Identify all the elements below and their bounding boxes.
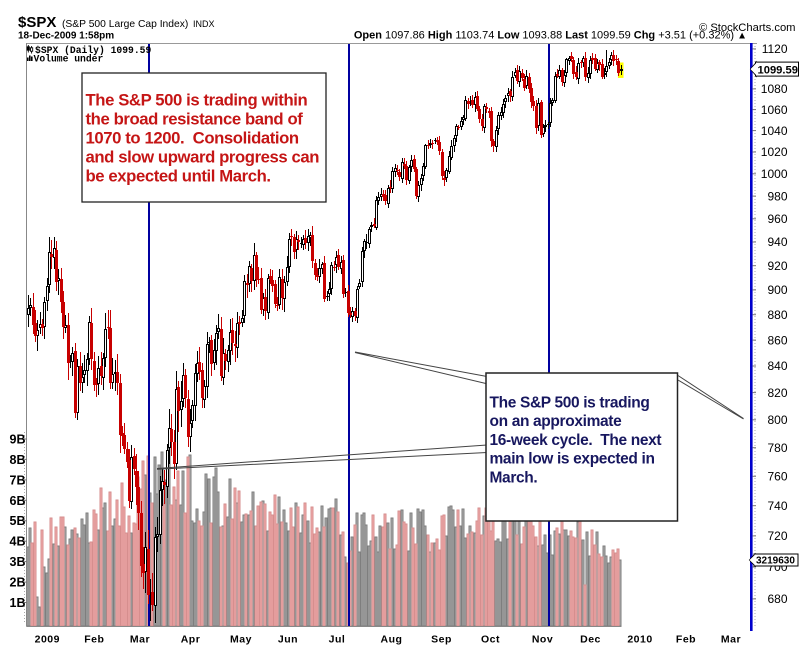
svg-text:Sep: Sep (431, 634, 452, 646)
svg-text:2009: 2009 (35, 634, 60, 646)
svg-text:1060: 1060 (761, 103, 788, 117)
svg-text:760: 760 (767, 470, 787, 484)
svg-text:680: 680 (767, 592, 787, 606)
svg-text:Feb: Feb (676, 634, 696, 646)
svg-text:Aug: Aug (381, 634, 403, 646)
svg-text:on an approximate: on an approximate (490, 413, 623, 430)
svg-text:960: 960 (767, 212, 787, 226)
svg-text:and slow upward progress can: and slow upward progress can (86, 148, 320, 167)
svg-text:be expected until March.: be expected until March. (86, 167, 271, 186)
svg-text:5B: 5B (10, 514, 26, 528)
svg-text:9B: 9B (10, 433, 26, 447)
svg-text:Apr: Apr (181, 634, 201, 646)
svg-text:920: 920 (767, 259, 787, 273)
svg-text:740: 740 (767, 499, 787, 513)
svg-text:820: 820 (767, 386, 787, 400)
svg-text:© StockCharts.com: © StockCharts.com (699, 22, 796, 34)
svg-text:1080: 1080 (761, 82, 788, 96)
svg-text:March.: March. (490, 469, 538, 486)
svg-text:Volume under: Volume under (34, 54, 104, 65)
svg-text:Dec: Dec (580, 634, 601, 646)
svg-text:860: 860 (767, 333, 787, 347)
svg-text:8B: 8B (10, 453, 26, 467)
svg-text:Jun: Jun (278, 634, 298, 646)
svg-text:7B: 7B (10, 473, 26, 487)
svg-text:880: 880 (767, 308, 787, 322)
svg-text:800: 800 (767, 413, 787, 427)
svg-text:1B: 1B (10, 596, 26, 610)
svg-text:720: 720 (767, 529, 787, 543)
svg-text:3219630: 3219630 (756, 556, 795, 567)
svg-text:Open 1097.86 High 1103.74 Low: Open 1097.86 High 1103.74 Low 1093.88 La… (354, 30, 747, 42)
svg-text:6B: 6B (10, 494, 26, 508)
svg-text:The S&P 500 is trading within: The S&P 500 is trading within (86, 91, 308, 110)
svg-text:main low is expected in: main low is expected in (490, 451, 655, 468)
svg-text:Feb: Feb (84, 634, 104, 646)
svg-text:940: 940 (767, 235, 787, 249)
svg-text:The S&P 500 is trading: The S&P 500 is trading (490, 395, 650, 412)
svg-text:1040: 1040 (761, 124, 788, 138)
svg-text:1120: 1120 (762, 42, 788, 56)
svg-text:2010: 2010 (627, 634, 652, 646)
svg-text:1020: 1020 (761, 145, 788, 159)
svg-text:May: May (230, 634, 252, 646)
svg-text:Mar: Mar (721, 634, 741, 646)
svg-text:840: 840 (767, 359, 787, 373)
svg-text:780: 780 (767, 441, 787, 455)
svg-text:Oct: Oct (481, 634, 500, 646)
svg-text:Jul: Jul (329, 634, 346, 646)
svg-text:16-week cycle. The next: 16-week cycle. The next (490, 432, 662, 449)
svg-text:2B: 2B (10, 576, 26, 590)
svg-text:3B: 3B (10, 555, 26, 569)
svg-text:Mar: Mar (130, 634, 150, 646)
svg-text:900: 900 (767, 283, 787, 297)
svg-text:1070 to 1200. Consolidation: 1070 to 1200. Consolidation (86, 129, 299, 148)
svg-text:Nov: Nov (532, 634, 553, 646)
svg-text:the broad resistance band of: the broad resistance band of (86, 110, 304, 129)
svg-text:1099.59: 1099.59 (758, 64, 798, 76)
svg-text:980: 980 (767, 189, 787, 203)
svg-text:1000: 1000 (761, 167, 788, 181)
svg-text:INDX: INDX (193, 19, 215, 29)
svg-text:$SPX: $SPX (18, 14, 56, 31)
svg-text:$SPX (Daily) 1099.59: $SPX (Daily) 1099.59 (35, 45, 151, 56)
svg-text:(S&P 500 Large Cap Index): (S&P 500 Large Cap Index) (62, 19, 188, 30)
svg-text:4B: 4B (10, 535, 26, 549)
svg-text:18-Dec-2009 1:58pm: 18-Dec-2009 1:58pm (18, 31, 114, 42)
